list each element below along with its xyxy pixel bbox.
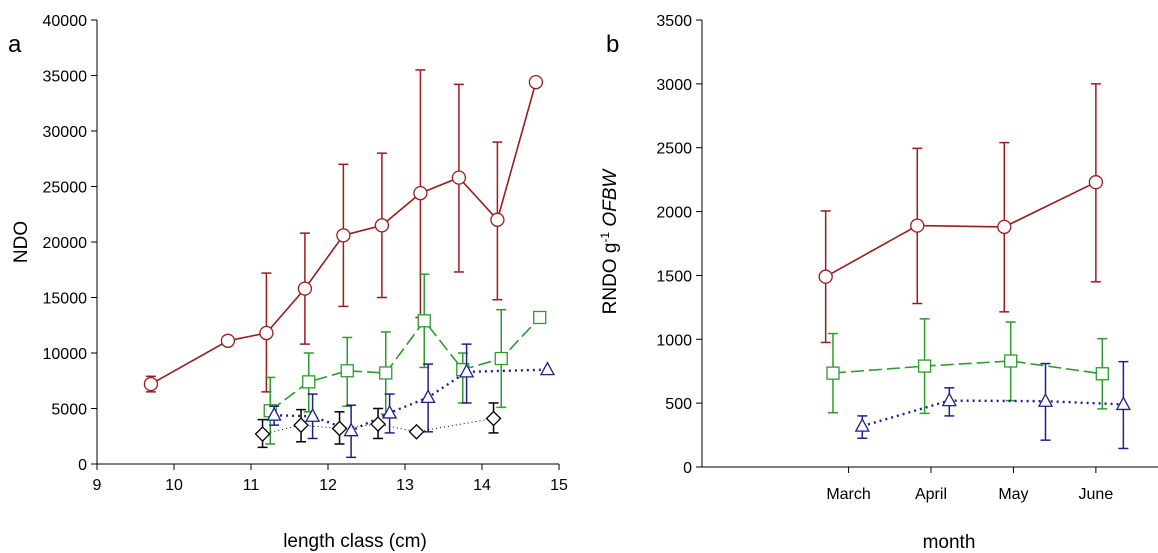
panel-b-series-2-point [1095, 367, 1109, 381]
panel-a-series-2-point [417, 314, 431, 328]
panel-b-series-3-point [1037, 392, 1054, 407]
panel-a-y-tick-label: 0 [78, 457, 87, 474]
panel-a-x-tick-label: 9 [93, 477, 102, 494]
panel-a-chart: a NDO length class (cm) 0 5000 10000 15000 2… [8, 13, 568, 552]
panel-b-series-3-line [861, 399, 1124, 428]
panel-a-y-tick-label: 40000 [43, 13, 88, 30]
panel-b-x-axis-title: month [923, 532, 976, 553]
panel-a-series-2-point [494, 351, 508, 366]
panel-a-series-1-point [490, 212, 505, 227]
panel-b-x-tick-label: April [915, 486, 947, 503]
panel-a-series-4-point [485, 410, 502, 427]
panel-a-series-2 [263, 273, 547, 445]
panel-a-series-3-point [343, 422, 359, 437]
panel-a-y-tick-label: 5000 [51, 402, 87, 419]
panel-b-y-tick-label: 2500 [656, 141, 692, 158]
panel-a-x-tick-label: 12 [319, 477, 337, 494]
panel-a-series-3-point [420, 389, 436, 404]
panel-b-y-tick-label: 0 [683, 460, 692, 477]
panel-b-series-2-line [832, 360, 1103, 375]
panel-a-x-tick-label: 14 [473, 477, 491, 494]
panel-a-series-1-point [374, 218, 390, 233]
panel-b-y-axis-title: RNDO g-1 OFBW [598, 168, 621, 315]
panel-a-series-4-point [293, 417, 309, 434]
panel-b-chart: b RNDO g-1 OFBW month 0 500 1000 1500 2000 25… [598, 13, 1158, 553]
panel-a-y-tick-label: 20000 [43, 235, 88, 252]
panel-b-y-tick-label: 1000 [656, 332, 692, 349]
panel-b-x-tick-label: March [826, 486, 870, 503]
panel-b-y-axis-title-sup: -1 [598, 232, 612, 243]
panel-a-series-1-point [451, 170, 467, 185]
panel-b-series-1-point [910, 218, 925, 233]
panel-a-x-tick-label: 11 [243, 477, 260, 494]
panel-a-y-tick-label: 25000 [43, 180, 88, 197]
panel-b-series-2-point [826, 366, 840, 380]
panel-b-series-3-point [1115, 396, 1131, 411]
panel-a-series-1-point [336, 228, 351, 243]
panel-b-y-tick-label: 3000 [656, 77, 692, 94]
panel-a-series-1-point [259, 325, 274, 341]
panel-a-y-tick-label: 30000 [43, 124, 88, 141]
panel-b-series-1-point [997, 219, 1012, 235]
panel-a-series-4-point [331, 420, 348, 437]
panel-b-series-3 [854, 360, 1131, 450]
panel-b-x-tick-label: June [1079, 486, 1114, 503]
panel-a-series-1-point [297, 281, 313, 296]
panel-a-series-4-point [254, 426, 271, 442]
panel-a-series-3-point [266, 406, 282, 421]
panel-a-x-axis-title: length class (cm) [283, 531, 427, 552]
panel-b-series-1 [818, 83, 1104, 344]
panel-b-series-1-point [1088, 175, 1104, 190]
panel-a-x-tick-label: 15 [550, 477, 568, 494]
panel-b-x-tick-label: May [998, 486, 1028, 503]
panel-a-series-4-point [408, 423, 425, 440]
panel-a-y-axis-title: NDO [11, 221, 32, 263]
panel-a-x-tick-label: 13 [396, 477, 414, 494]
panel-b-series-2 [826, 318, 1109, 415]
panel-b-series-3-point [941, 392, 957, 407]
panel-a-series-2-point [533, 310, 547, 325]
panel-a-series-3-point [539, 361, 556, 376]
panel-a-y-tick-label: 10000 [43, 346, 88, 363]
panel-a-series-3 [266, 343, 556, 459]
panel-a-series-4 [254, 402, 502, 449]
panel-b-series-3-point [854, 417, 870, 432]
panel-a-series-3-point [305, 407, 321, 422]
panel-b-series-2-point [1004, 354, 1018, 368]
panel-a-y-tick-label: 15000 [43, 291, 88, 308]
panel-b-series-1-line [825, 181, 1097, 278]
panel-a-series-1-line [150, 81, 537, 385]
panel-a-series-2-point [340, 364, 354, 378]
panel-a-series-3-point [459, 363, 475, 378]
panel-a-series-2-point [379, 366, 393, 380]
panel-a-series-1-point [143, 376, 159, 392]
panel-b-y-tick-label: 2000 [656, 205, 692, 222]
panel-a-x-tick-label: 10 [165, 477, 183, 494]
panel-b-y-tick-label: 1500 [656, 268, 692, 285]
panel-b-y-axis-title-main: RNDO g [600, 243, 621, 315]
panel-a-series-2-point [302, 375, 316, 389]
panel-b-series-2-point [917, 359, 932, 373]
panel-a-series-1-point [413, 186, 428, 201]
panel-a-series-1-point [220, 333, 236, 348]
panel-b-y-axis-title-italic: OFBW [600, 168, 621, 227]
panel-a-series-4-point [370, 416, 386, 432]
panel-a-series-1 [143, 69, 544, 393]
panel-a-series-1-point [528, 75, 544, 90]
panel-a-y-tick-label: 35000 [43, 69, 88, 86]
panel-a-series-3-point [382, 404, 398, 419]
panel-b-y-tick-label: 3500 [656, 13, 692, 30]
panel-b-series-1-point [818, 269, 833, 284]
panel-b-letter: b [606, 31, 619, 58]
panel-b-y-tick-label: 500 [665, 396, 692, 413]
panel-a-letter: a [8, 31, 22, 58]
